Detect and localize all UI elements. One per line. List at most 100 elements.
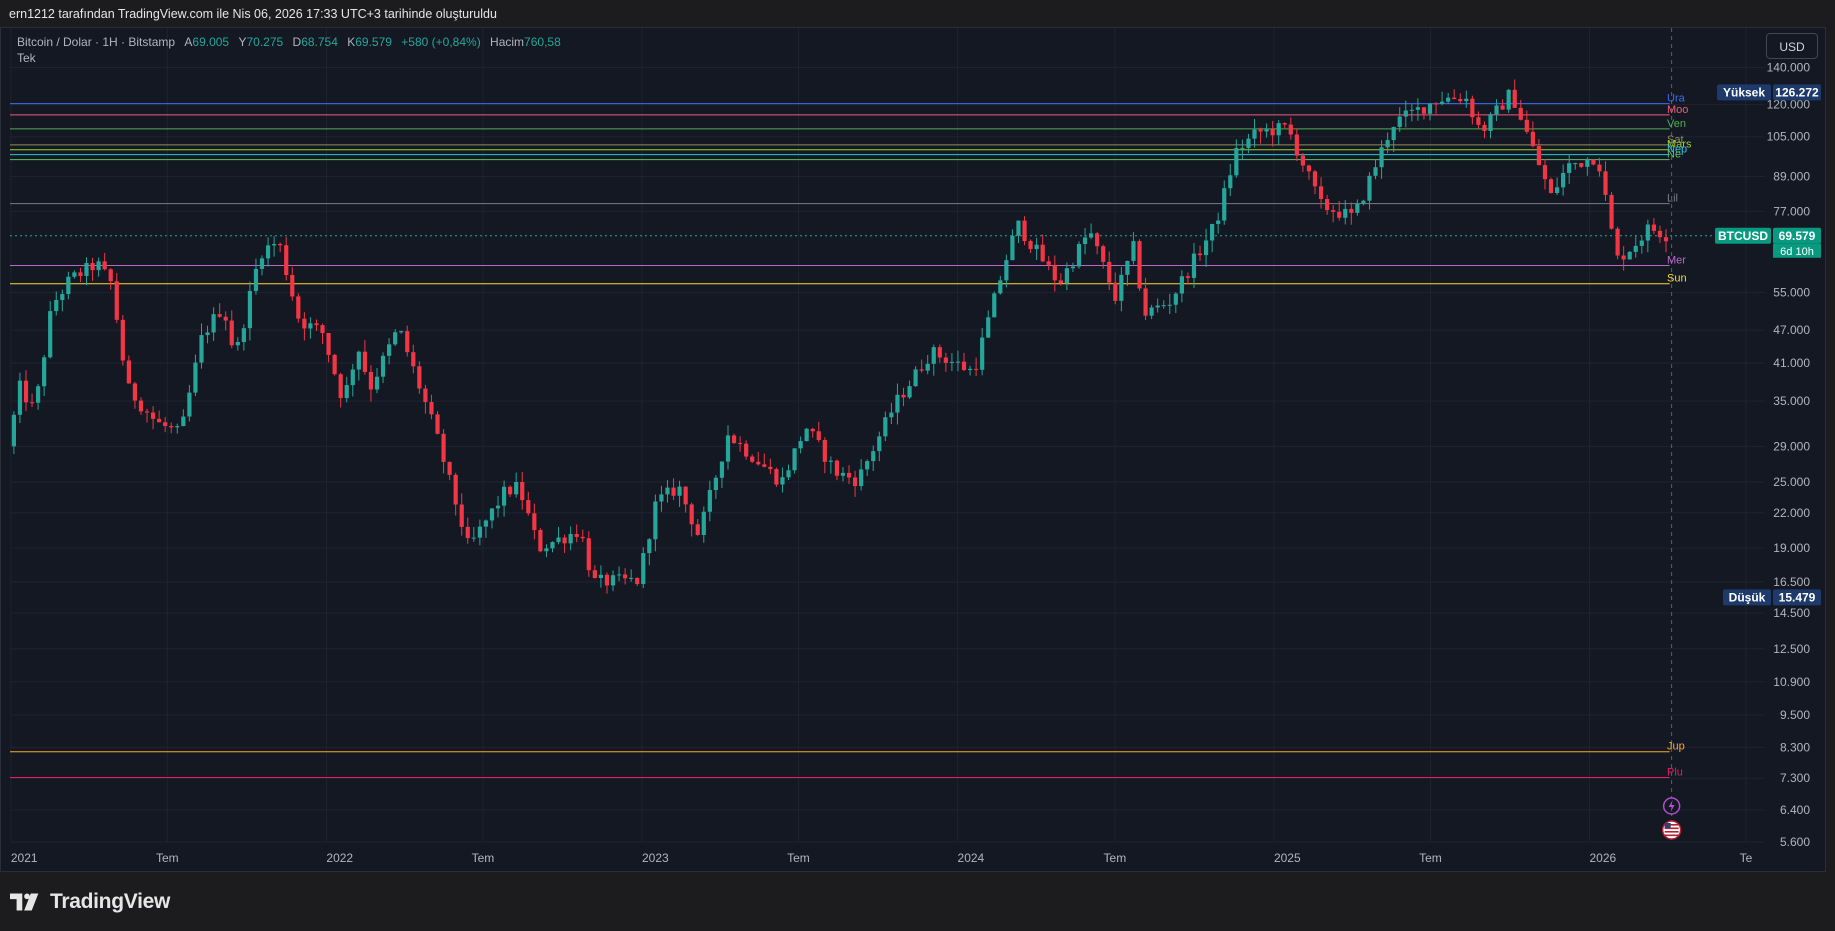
- candle: [1500, 99, 1505, 110]
- candle-body: [247, 290, 253, 329]
- candle: [641, 547, 646, 589]
- candle: [1361, 199, 1366, 206]
- candle: [108, 268, 113, 290]
- candle: [828, 456, 833, 474]
- candle: [1004, 254, 1009, 288]
- candle: [193, 354, 198, 397]
- volume-value: 760,58: [524, 35, 561, 49]
- flag-stripe: [1664, 834, 1679, 837]
- candle-body: [1452, 97, 1457, 100]
- candle-body: [744, 443, 749, 457]
- level-label-mars: Mars: [1667, 139, 1692, 151]
- candle: [338, 372, 343, 408]
- x-tick-label: Tem: [787, 851, 810, 865]
- candle: [138, 397, 144, 415]
- level-label-lil: Lil: [1667, 193, 1678, 205]
- candle-body: [1149, 307, 1154, 316]
- candle-body: [562, 537, 567, 544]
- candle: [1203, 228, 1209, 268]
- y-tick-label: 19.000: [1773, 541, 1810, 555]
- candle-body: [804, 428, 809, 442]
- candle: [780, 467, 785, 493]
- candle: [1391, 126, 1396, 153]
- candle: [598, 565, 604, 588]
- candle-body: [405, 331, 410, 353]
- candle-body: [871, 451, 876, 462]
- candle-body: [308, 323, 313, 329]
- candle-body: [774, 469, 779, 485]
- time-axis: 2021 Tem 2022 Tem 2023 Tem 2024 Tem 2025 Tem 2026 T…: [11, 851, 1753, 865]
- low-label: D: [292, 35, 302, 49]
- candle-body: [1131, 241, 1136, 261]
- candle: [943, 352, 948, 372]
- candle: [1252, 119, 1257, 148]
- candle: [60, 289, 65, 312]
- candle-body: [429, 402, 434, 415]
- candle: [217, 303, 222, 318]
- candle-body: [574, 533, 579, 537]
- candle: [816, 421, 821, 443]
- candle-body: [1161, 305, 1166, 307]
- flag-stripe: [1664, 831, 1679, 833]
- candle: [1185, 272, 1191, 284]
- candle-body: [907, 386, 912, 398]
- candle-body: [1603, 171, 1608, 195]
- candle-body: [586, 538, 591, 571]
- symbol-legend: Bitcoin / Dolar · 1H · Bitstamp A69.005 …: [17, 35, 561, 49]
- candle-body: [616, 574, 622, 576]
- candle: [586, 531, 591, 577]
- x-tick-label: Tem: [156, 851, 179, 865]
- candle: [786, 464, 791, 481]
- candle: [405, 325, 410, 357]
- candle: [320, 323, 325, 344]
- candle-body: [1046, 261, 1051, 265]
- candle-body: [1567, 163, 1572, 173]
- candle-body: [1312, 171, 1318, 187]
- candle-body: [792, 448, 797, 471]
- candle: [1173, 292, 1178, 314]
- candle: [1016, 220, 1021, 244]
- close-value: 69.579: [355, 35, 392, 49]
- candle: [253, 258, 259, 295]
- candle-body: [1548, 179, 1554, 193]
- candle: [1282, 122, 1287, 128]
- candle-body: [1119, 274, 1124, 301]
- candle: [247, 281, 253, 341]
- candle: [556, 526, 561, 545]
- last-price-marker-label: BTCUSD: [1718, 229, 1768, 243]
- lightning-icon[interactable]: [1662, 797, 1681, 815]
- candle: [659, 485, 664, 512]
- candle-body: [447, 461, 452, 475]
- candle-body: [241, 328, 246, 342]
- candle-body: [393, 332, 398, 345]
- candle: [1270, 120, 1275, 147]
- symbol-name[interactable]: Bitcoin / Dolar · 1H · Bitstamp: [17, 35, 176, 49]
- candle: [1306, 164, 1312, 180]
- candle-body: [955, 361, 961, 363]
- price-axis: 140.000 120.000 105.000 89.000 77.000 55.000 4…: [1767, 61, 1811, 849]
- candle-body: [1288, 124, 1293, 135]
- candle: [689, 502, 694, 537]
- candle: [974, 357, 979, 377]
- candle: [719, 461, 725, 489]
- candle-body: [604, 574, 610, 586]
- candle: [635, 577, 640, 587]
- x-tick-label: 2024: [958, 851, 985, 865]
- candle-body: [1409, 109, 1414, 111]
- candle-body: [1082, 237, 1088, 245]
- candle: [1597, 157, 1602, 177]
- candle-body: [677, 486, 682, 496]
- currency-button[interactable]: USD: [1766, 33, 1818, 59]
- candle: [907, 380, 912, 400]
- candle: [1621, 246, 1626, 271]
- candle: [610, 570, 616, 592]
- candle-body: [695, 524, 700, 535]
- candle: [1082, 228, 1088, 255]
- candle: [483, 519, 489, 538]
- us-flag-icon[interactable]: [1661, 820, 1682, 840]
- brand-footer[interactable]: TradingView: [10, 888, 170, 916]
- chart-panel[interactable]: [0, 27, 1826, 872]
- candle: [883, 411, 888, 442]
- candle: [1240, 139, 1245, 160]
